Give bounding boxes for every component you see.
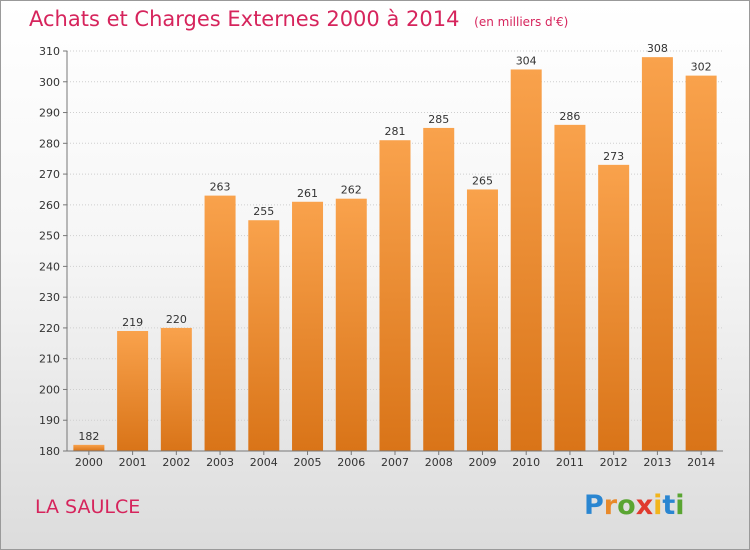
bar-value-label: 265 (472, 174, 493, 187)
bar-value-label: 182 (78, 430, 99, 443)
x-tick-label: 2003 (206, 456, 234, 469)
bar-value-label: 263 (210, 181, 231, 194)
bar-value-label: 261 (297, 187, 318, 200)
y-tick-label: 260 (39, 199, 60, 212)
y-tick-label: 180 (39, 445, 60, 458)
bar (466, 189, 498, 451)
bar (379, 140, 411, 451)
x-tick-label: 2006 (337, 456, 365, 469)
y-tick-label: 270 (39, 168, 60, 181)
proxiti-logo: Proxiti (584, 490, 685, 521)
y-tick-label: 310 (39, 45, 60, 58)
x-tick-label: 2004 (250, 456, 278, 469)
y-tick-label: 240 (39, 260, 60, 273)
bar (598, 164, 630, 451)
x-tick-label: 2010 (512, 456, 540, 469)
y-tick-label: 300 (39, 76, 60, 89)
x-tick-label: 2001 (119, 456, 147, 469)
bar (292, 201, 324, 451)
y-tick-label: 250 (39, 230, 60, 243)
bar-value-label: 302 (691, 61, 712, 74)
y-tick-label: 220 (39, 322, 60, 335)
chart-unit-text: (en milliers d'€) (474, 15, 569, 29)
bar (685, 75, 717, 451)
bar-value-label: 281 (385, 125, 406, 138)
bar-value-label: 219 (122, 316, 143, 329)
bar (248, 220, 280, 451)
x-tick-label: 2000 (75, 456, 103, 469)
x-tick-label: 2011 (556, 456, 584, 469)
y-tick-label: 210 (39, 353, 60, 366)
x-tick-label: 2008 (425, 456, 453, 469)
bar-value-label: 220 (166, 313, 187, 326)
bar (423, 127, 455, 451)
bar-value-label: 273 (603, 150, 624, 163)
bar-value-label: 262 (341, 184, 362, 197)
x-tick-label: 2002 (162, 456, 190, 469)
x-tick-label: 2009 (468, 456, 496, 469)
bar-value-label: 285 (428, 113, 449, 126)
x-tick-label: 2012 (600, 456, 628, 469)
bar-value-label: 304 (516, 54, 537, 67)
chart-title-text: Achats et Charges Externes 2000 à 2014 (29, 7, 460, 31)
bar (641, 57, 673, 452)
bar-value-label: 308 (647, 42, 668, 55)
x-tick-label: 2013 (643, 456, 671, 469)
y-tick-label: 290 (39, 107, 60, 120)
bar-value-label: 255 (253, 205, 274, 218)
y-tick-label: 230 (39, 291, 60, 304)
y-tick-label: 190 (39, 414, 60, 427)
bar (554, 124, 586, 451)
x-tick-label: 2005 (294, 456, 322, 469)
bar (117, 331, 149, 451)
bar (204, 195, 236, 451)
chart-title: Achats et Charges Externes 2000 à 2014 (… (29, 7, 568, 31)
x-tick-label: 2007 (381, 456, 409, 469)
commune-name: LA SAULCE (35, 496, 141, 518)
y-tick-label: 280 (39, 137, 60, 150)
y-tick-label: 200 (39, 383, 60, 396)
x-tick-label: 2014 (687, 456, 715, 469)
bar-value-label: 286 (559, 110, 580, 123)
bar (510, 69, 542, 451)
bar (73, 444, 105, 451)
bar (160, 327, 192, 451)
bar (335, 198, 367, 451)
